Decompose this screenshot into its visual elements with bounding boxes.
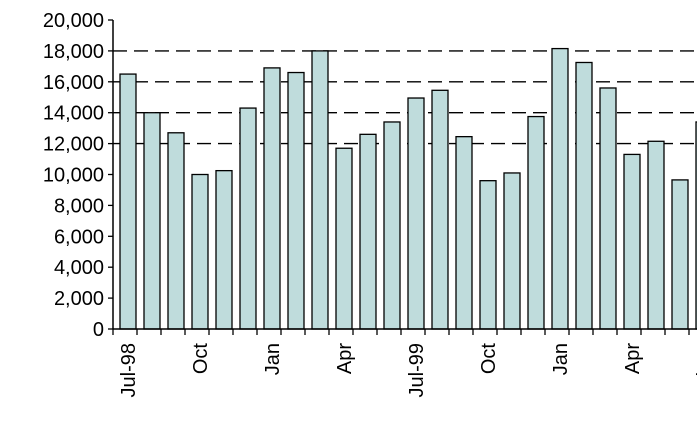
bar	[527, 115, 545, 330]
bar	[335, 147, 353, 330]
bar	[503, 172, 521, 330]
bar	[623, 153, 641, 330]
bar	[599, 87, 617, 330]
x-tick-label: Jan	[550, 343, 572, 375]
bar	[383, 121, 401, 330]
bar	[119, 73, 137, 330]
y-tick-label: 6,000	[54, 226, 104, 248]
y-tick-label: 14,000	[43, 103, 104, 125]
y-tick-label: 12,000	[43, 134, 104, 156]
y-tick-label: 4,000	[54, 257, 104, 279]
bar	[551, 47, 569, 330]
x-tick-label: Oct	[478, 343, 500, 375]
y-tick-label: 2,000	[54, 288, 104, 310]
bar	[575, 61, 593, 330]
y-tick-label: 8,000	[54, 195, 104, 217]
x-tick-label: Jul-00	[694, 343, 697, 397]
x-tick-label: Jan	[262, 343, 284, 375]
x-axis-ticks: Jul-98 Oct Jan Apr Jul-99 Oct Jan Apr Jul-00	[112, 329, 697, 397]
bar	[647, 140, 665, 330]
bar	[287, 71, 305, 330]
y-axis-ticks: 0 2,000 4,000 6,000 8,000 10,000 12,000 14,000 1…	[43, 10, 113, 341]
bar	[431, 89, 449, 330]
y-tick-label: 16,000	[43, 72, 104, 94]
bar	[479, 180, 497, 330]
bar	[143, 112, 161, 330]
bar	[671, 179, 689, 330]
bars	[119, 47, 697, 330]
y-tick-label: 20,000	[43, 10, 104, 32]
x-tick-label: Jul-99	[406, 343, 428, 397]
bar	[215, 169, 233, 330]
bar	[311, 50, 329, 330]
bar	[191, 173, 209, 330]
bar	[239, 107, 257, 330]
y-tick-label: 18,000	[43, 41, 104, 63]
bar	[359, 133, 377, 330]
bar	[455, 135, 473, 330]
y-tick-label: 0	[93, 319, 104, 341]
x-tick-label: Jul-98	[118, 343, 140, 397]
bar	[407, 97, 425, 330]
y-tick-label: 10,000	[43, 165, 104, 187]
bar	[263, 67, 281, 330]
x-tick-label: Apr	[622, 343, 644, 374]
x-tick-label: Oct	[190, 343, 212, 375]
x-tick-label: Apr	[334, 343, 356, 374]
bar	[167, 132, 185, 330]
